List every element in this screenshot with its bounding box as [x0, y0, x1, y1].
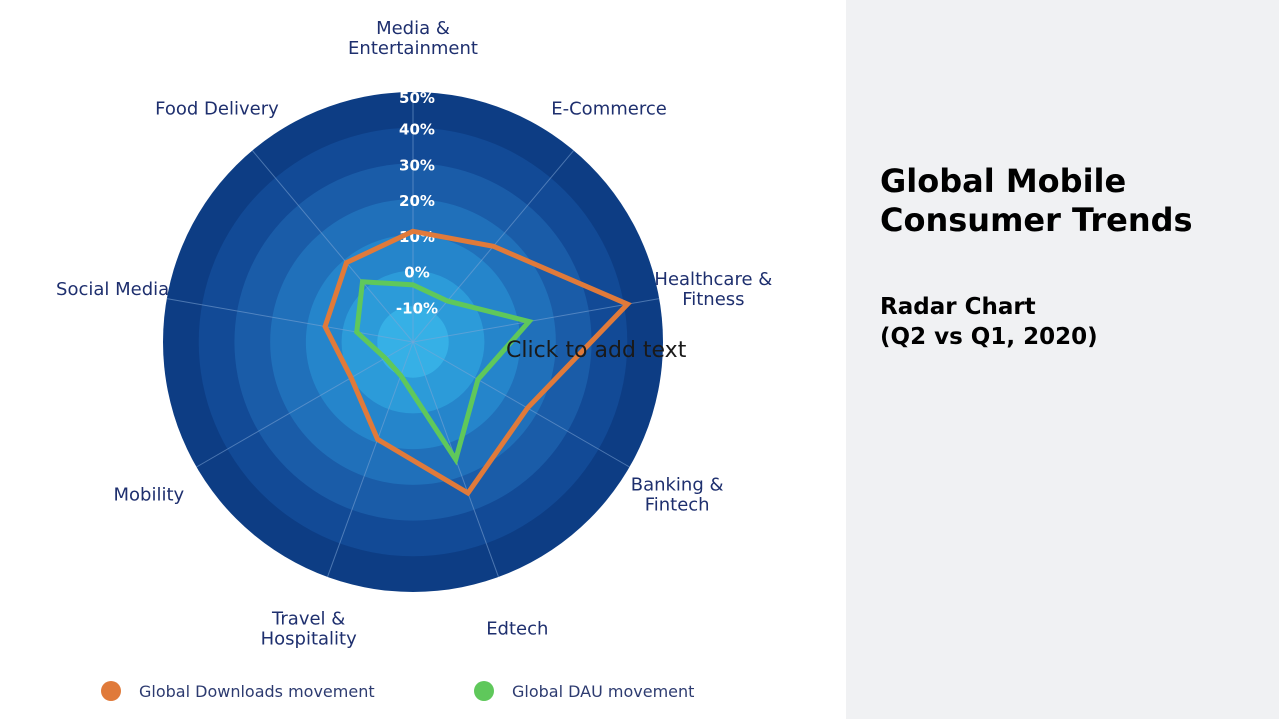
text-placeholder[interactable]: Click to add text — [506, 338, 687, 363]
radar-spoke — [196, 341, 414, 468]
radar-chart: 50%40%30%20%10%0%-10%Media & Entertainmen… — [56, 18, 772, 701]
legend-dau-label: Global DAU movement — [512, 682, 694, 701]
category-label: E-Commerce — [551, 98, 667, 119]
radar-tick-label: -10% — [396, 299, 438, 317]
downloads-series-line — [322, 228, 632, 497]
category-label: Media & Entertainment — [348, 18, 478, 59]
legend-downloads-label: Global Downloads movement — [139, 682, 375, 701]
category-label: Food Delivery — [155, 98, 279, 119]
radar-tick-label: 20% — [399, 192, 435, 210]
category-label: Banking & Fintech — [631, 475, 724, 516]
category-label: Healthcare & Fitness — [654, 269, 772, 310]
category-label: Travel & Hospitality — [261, 609, 358, 650]
category-label: Edtech — [486, 619, 548, 640]
slide-subtitle[interactable]: Radar Chart (Q2 vs Q1, 2020) — [880, 294, 1098, 350]
category-label: Social Media — [56, 279, 169, 300]
radar-tick-label: 50% — [399, 89, 435, 107]
radar-spoke — [166, 298, 414, 343]
radar-spoke — [251, 150, 414, 343]
legend-downloads-marker — [101, 681, 121, 701]
legend-dau-marker — [474, 681, 494, 701]
radar-tick-label: 40% — [399, 121, 435, 139]
radar-spoke — [327, 341, 414, 578]
radar-spoke — [412, 298, 660, 343]
slide-title[interactable]: Global Mobile Consumer Trends — [880, 162, 1193, 239]
radar-tick-label: 30% — [399, 156, 435, 174]
chart-area: 50% 40% 30% 20% 10% 0% -10% Media & Entertainmen… — [56, 18, 773, 701]
dau-series-line — [354, 279, 534, 466]
right-panel — [846, 0, 1279, 719]
radar-spoke — [412, 341, 630, 468]
radar-tick-label: 0% — [404, 264, 429, 282]
category-label: Mobility — [114, 485, 185, 506]
